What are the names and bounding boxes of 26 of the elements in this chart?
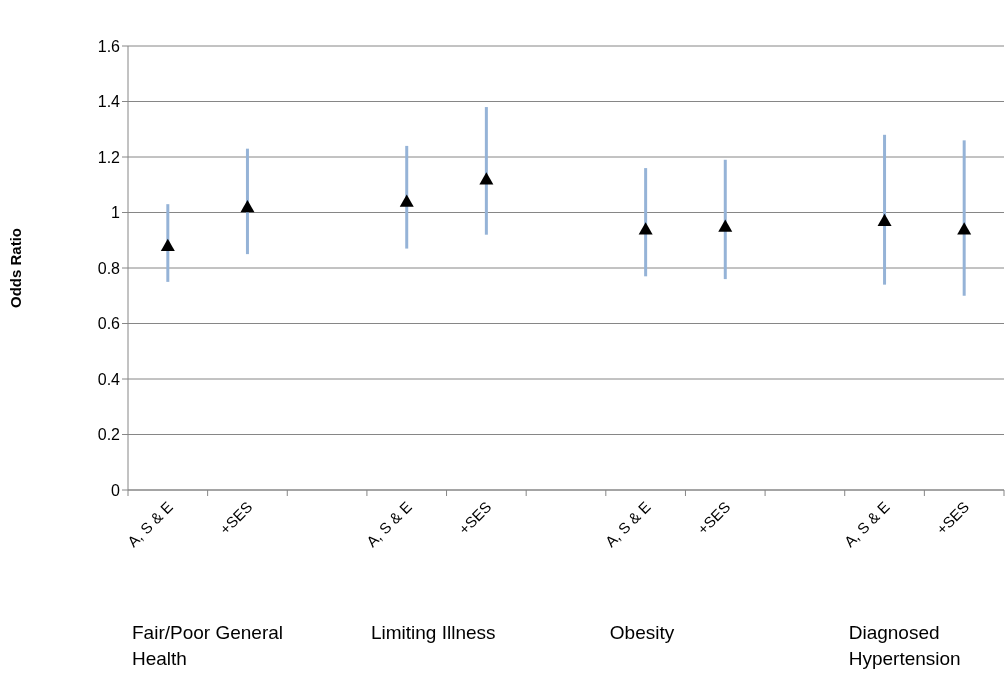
text: Limiting Illness [370,621,497,645]
text: Fair/Poor General Health [132,621,284,671]
y-tick-label: 1 [111,204,121,222]
y-tick-label: 0.4 [97,370,121,388]
y-tick-label: 1.4 [97,93,121,111]
x-tick-label: A, S & E [362,498,415,551]
point [399,194,414,207]
x-tick-label: A, S & E [840,498,893,551]
x-tick-label: A, S & E [123,498,176,551]
y-tick-label: 0.2 [97,426,121,444]
text: Obesity [609,621,676,645]
point [638,222,653,235]
y-tick-label: 0.8 [97,259,121,277]
y-tick-label: 0 [111,481,121,499]
point [877,213,892,227]
y-tick-label: 1.2 [97,148,121,166]
y-tick-label: 1.6 [97,37,121,55]
x-tick-label: A, S & E [601,498,654,551]
point [479,172,494,185]
y-tick-label: 0.6 [97,315,121,333]
y-axis-title: Odds Ratio [7,227,25,309]
point [160,238,175,252]
point [957,222,972,235]
text: Diagnosed Hypertension [848,621,962,671]
point [718,219,733,232]
point [240,199,255,213]
